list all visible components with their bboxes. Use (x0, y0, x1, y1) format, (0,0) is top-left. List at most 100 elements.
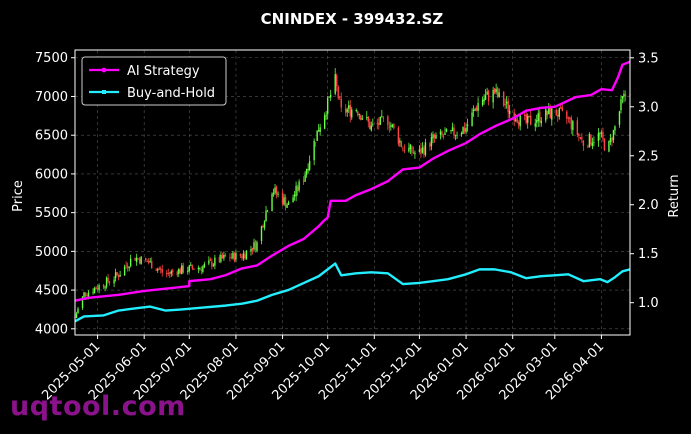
candle (334, 68, 336, 96)
candle-body (172, 270, 174, 273)
candle (539, 106, 541, 127)
candle (614, 125, 616, 135)
candle (263, 220, 266, 231)
candle (137, 258, 139, 260)
candle-body (178, 268, 180, 274)
candle-body (339, 96, 341, 98)
candle (611, 136, 613, 147)
candle-body (465, 127, 467, 133)
candle (104, 285, 106, 292)
candle (197, 265, 200, 274)
candle (188, 264, 191, 273)
candle-body (381, 116, 383, 117)
candle (387, 115, 389, 131)
candle-body (366, 116, 368, 118)
candle (233, 251, 236, 263)
candle-body (484, 95, 487, 100)
candle (271, 192, 273, 212)
candle (293, 191, 296, 201)
candle (114, 268, 117, 282)
candle (149, 257, 151, 263)
candle (540, 117, 542, 127)
candle (151, 257, 153, 269)
candle-body (602, 132, 604, 139)
candle (507, 97, 509, 119)
candle (484, 89, 487, 101)
candle-body (450, 130, 452, 132)
candle-body (232, 252, 234, 259)
candle-body (146, 261, 148, 263)
candle (597, 128, 600, 147)
candle (442, 133, 445, 140)
candle (408, 142, 410, 153)
candle-body (486, 91, 488, 95)
left-tick-label: 4000 (35, 322, 68, 337)
candle-body (360, 115, 362, 120)
candle (107, 274, 109, 284)
candle-body (462, 127, 464, 134)
candle-body (590, 135, 592, 145)
candle (502, 91, 505, 107)
candle (450, 129, 452, 134)
candle-body (242, 253, 245, 259)
candle-body (444, 132, 446, 135)
candle (265, 205, 267, 222)
candle-body (593, 141, 595, 143)
candle (262, 224, 264, 228)
candle (346, 107, 348, 117)
candle-body (530, 115, 532, 125)
candle-body (555, 109, 558, 116)
candle-body (292, 197, 294, 203)
candle-body (235, 252, 237, 260)
candle-body (104, 287, 106, 289)
right-axis: 1.0 1.5 2.0 2.5 3.0 3.5 (630, 51, 659, 311)
candle-body (572, 121, 574, 131)
candle-body (424, 142, 427, 156)
candle (441, 130, 443, 138)
candle-body (508, 110, 511, 115)
candle (600, 130, 603, 138)
candle (328, 96, 330, 99)
candle-body (263, 221, 266, 228)
candle-body (96, 288, 99, 290)
candle (235, 250, 237, 262)
candle (98, 283, 100, 294)
candle (256, 240, 258, 253)
candle-body (93, 288, 96, 294)
candle-body (504, 103, 506, 106)
candle (624, 90, 627, 102)
candle (430, 132, 433, 151)
candle-body (502, 91, 505, 106)
candle (612, 129, 615, 143)
candle (623, 90, 625, 103)
candle (166, 269, 168, 278)
candle-body (84, 292, 87, 297)
candle-body (528, 115, 530, 118)
candle-body (441, 131, 443, 136)
ai-strategy-line (74, 60, 631, 302)
candle-body (505, 101, 508, 104)
candle (117, 273, 120, 281)
candle (313, 138, 315, 166)
candle-body (286, 204, 288, 209)
candle (360, 114, 362, 121)
candle-body (316, 130, 318, 142)
right-axis-label: Return (667, 174, 682, 217)
candle-body (256, 242, 258, 252)
candle (308, 155, 311, 172)
candle-body (621, 96, 624, 99)
candle (602, 127, 604, 142)
candle (202, 265, 204, 274)
left-tick-label: 5500 (35, 206, 68, 221)
candle-body (241, 256, 243, 258)
candle (170, 269, 172, 277)
candle-body (483, 98, 485, 102)
candle (483, 94, 485, 105)
candle (439, 129, 442, 140)
candle (221, 252, 224, 259)
candle (317, 124, 320, 132)
candle-body (266, 210, 269, 212)
candle (242, 250, 245, 261)
candle-body (435, 135, 437, 139)
